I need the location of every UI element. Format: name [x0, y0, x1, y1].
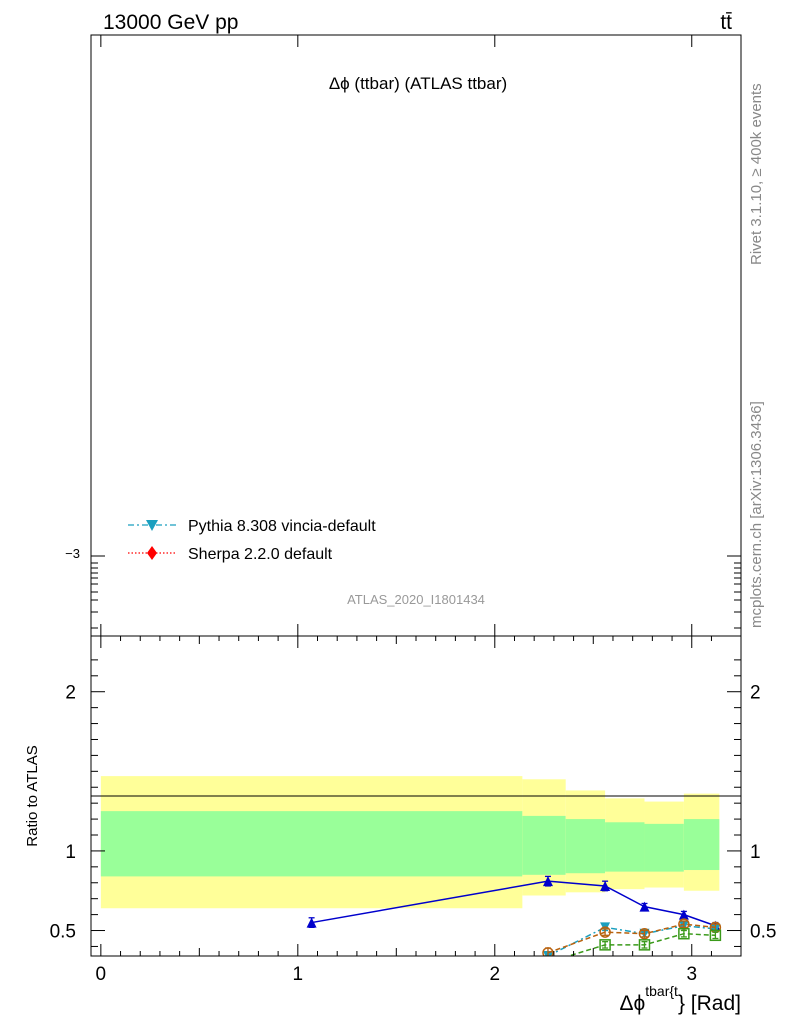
data-point: [599, 926, 611, 938]
data-point: [542, 947, 554, 956]
inner-band-bin: [644, 823, 684, 872]
x-tick-label: 2: [489, 964, 500, 985]
data-point: [543, 957, 553, 967]
uncertainty-bands: [100, 776, 720, 909]
header-right: tt̄: [720, 11, 732, 34]
series-line: [547, 923, 716, 954]
series-line: [566, 932, 716, 956]
inner-band-bin: [683, 819, 720, 871]
series-line: [311, 880, 716, 927]
watermark: ATLAS_2020_I1801434: [347, 592, 485, 607]
legend-entry-pythia: Pythia 8.308 vincia-default: [128, 518, 376, 535]
x-axis-label-tail: } [Rad]: [678, 992, 741, 1015]
series-2: [542, 918, 722, 956]
y-tick-label-right: 2: [750, 683, 761, 704]
x-tick-label: 3: [686, 964, 697, 985]
legend: Pythia 8.308 vincia-default Sherpa 2.2.0…: [128, 518, 376, 563]
series-0: [306, 875, 721, 931]
legend-label-pythia: Pythia 8.308 vincia-default: [188, 518, 376, 535]
rivet-label: Rivet 3.1.10, ≥ 400k events: [748, 83, 765, 265]
x-tick-label: 0: [96, 964, 107, 985]
legend-marker-pythia: [146, 520, 158, 531]
main-y-tick-label: −3: [65, 546, 80, 561]
inner-band-bin: [565, 819, 606, 874]
mcplots-label: mcplots.cern.ch [arXiv:1306.3436]: [748, 401, 765, 628]
x-axis-label-main: Δϕ: [619, 992, 645, 1015]
header-left: 13000 GeV pp: [103, 11, 238, 34]
data-point: [306, 917, 317, 928]
data-point: [678, 927, 690, 940]
legend-marker-sherpa: [147, 546, 157, 560]
main-title: Δϕ (ttbar) (ATLAS ttbar): [329, 74, 507, 93]
x-axis-label: Δϕtbar{t} [Rad]: [619, 983, 741, 1015]
data-point: [638, 927, 651, 940]
legend-entry-sherpa: Sherpa 2.2.0 default: [128, 546, 333, 563]
data-point: [600, 880, 611, 891]
inner-band-bin: [522, 815, 566, 875]
ratio-panel: 0 1 2 3 0.5 0.5 1 1 2 2 Ratio to ATLAS Δϕtbar{t} …: [24, 635, 776, 1015]
main-axis-ticks: [91, 35, 741, 636]
y-tick-label: 1: [65, 842, 76, 863]
ratio-y-label: Ratio to ATLAS: [24, 745, 41, 846]
data-point: [599, 939, 611, 951]
ratio-axis-ticks: 0 1 2 3 0.5 0.5 1 1 2 2: [50, 636, 776, 985]
inner-band-bin: [100, 811, 523, 877]
series-1: [542, 920, 721, 956]
inner-band-bin: [605, 822, 645, 872]
legend-label-sherpa: Sherpa 2.2.0 default: [188, 546, 333, 563]
data-point: [709, 929, 722, 942]
data-point: [542, 876, 553, 887]
ratio-series: [306, 875, 722, 967]
data-point: [639, 901, 650, 912]
x-tick-label: 1: [293, 964, 304, 985]
x-axis-label-sup: tbar{t: [645, 983, 678, 999]
series-3: [543, 927, 722, 967]
y-tick-label-right: 0.5: [750, 922, 776, 943]
data-point: [678, 909, 689, 920]
data-point: [638, 939, 651, 951]
y-tick-label-right: 1: [750, 842, 761, 863]
y-tick-label: 0.5: [50, 922, 76, 943]
y-tick-label: 2: [65, 683, 76, 704]
main-panel: Δϕ (ttbar) (ATLAS ttbar) ATLAS_2020_I180…: [65, 34, 742, 637]
